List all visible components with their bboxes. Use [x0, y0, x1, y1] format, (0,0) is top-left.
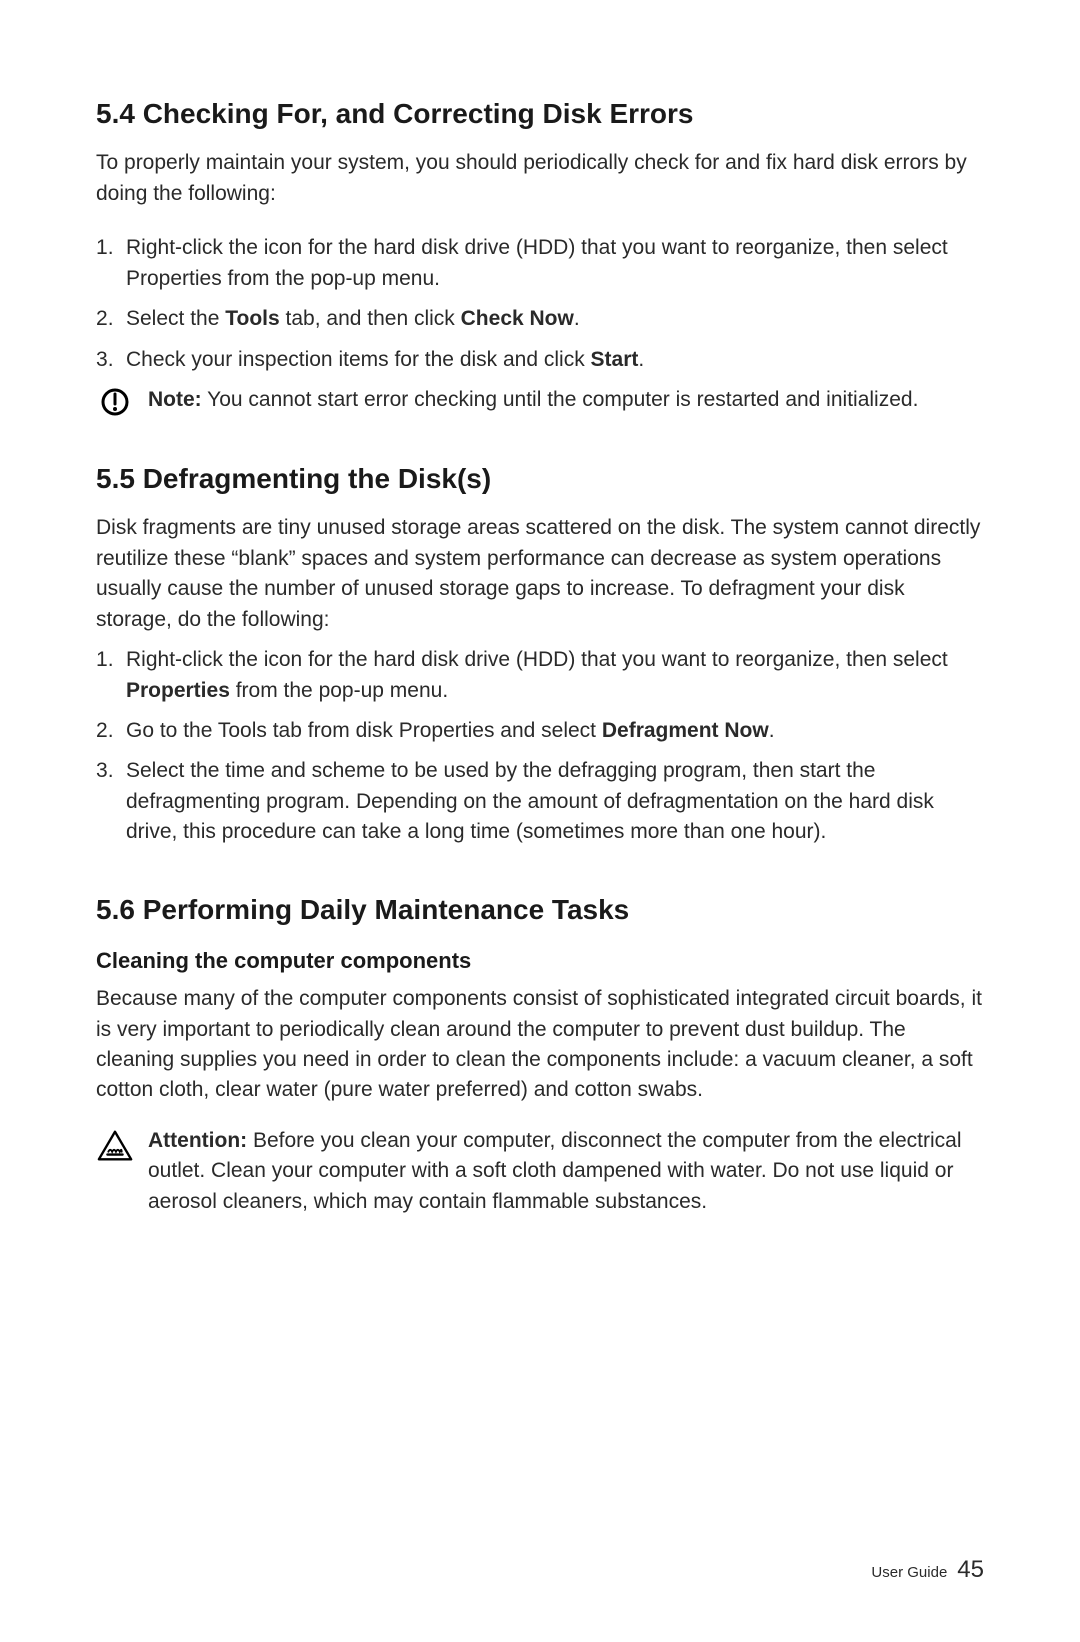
note-body: You cannot start error checking until th…: [202, 388, 919, 411]
attention-text: Attention: Before you clean your compute…: [148, 1126, 984, 1217]
list-item: Right-click the icon for the hard disk d…: [96, 233, 984, 294]
list-item: Check your inspection items for the disk…: [96, 345, 984, 375]
step-text: .: [638, 348, 644, 371]
section-subheading: Cleaning the computer components: [96, 948, 984, 974]
note-label: Note:: [148, 388, 202, 411]
step-text: Go to the Tools tab from disk Properties…: [126, 719, 602, 742]
attention-label: Attention:: [148, 1129, 247, 1152]
footer-label: User Guide: [871, 1564, 947, 1581]
note-icon: [96, 385, 134, 417]
step-text: .: [769, 719, 775, 742]
step-text: Right-click the icon for the hard disk d…: [126, 236, 948, 289]
step-text: Select the: [126, 307, 225, 330]
section-5-5: 5.5 Defragmenting the Disk(s) Disk fragm…: [96, 461, 984, 848]
step-bold: Properties: [126, 679, 230, 702]
attention-icon: [96, 1126, 134, 1164]
section-heading: 5.4 Checking For, and Correcting Disk Er…: [96, 96, 984, 132]
attention-body: Before you clean your computer, disconne…: [148, 1129, 962, 1213]
step-text: from the pop-up menu.: [230, 679, 448, 702]
section-intro: To properly maintain your system, you sh…: [96, 148, 984, 209]
section-heading: 5.6 Performing Daily Maintenance Tasks: [96, 892, 984, 928]
list-item: Go to the Tools tab from disk Properties…: [96, 716, 984, 746]
page-number: 45: [957, 1556, 984, 1584]
list-item: Select the Tools tab, and then click Che…: [96, 304, 984, 334]
step-text: Check your inspection items for the disk…: [126, 348, 591, 371]
step-text: tab, and then click: [280, 307, 461, 330]
section-intro: Disk fragments are tiny unused storage a…: [96, 513, 984, 635]
step-text: Select the time and scheme to be used by…: [126, 759, 934, 843]
section-heading: 5.5 Defragmenting the Disk(s): [96, 461, 984, 497]
step-bold: Tools: [225, 307, 279, 330]
section-paragraph: Because many of the computer components …: [96, 984, 984, 1106]
step-text: .: [574, 307, 580, 330]
note-text: Note: You cannot start error checking un…: [148, 385, 984, 415]
list-item: Select the time and scheme to be used by…: [96, 756, 984, 847]
step-bold: Defragment Now: [602, 719, 769, 742]
steps-list: Right-click the icon for the hard disk d…: [96, 645, 984, 848]
attention-callout: Attention: Before you clean your compute…: [96, 1126, 984, 1217]
note-callout: Note: You cannot start error checking un…: [96, 385, 984, 417]
section-5-6: 5.6 Performing Daily Maintenance Tasks C…: [96, 892, 984, 1217]
step-bold: Check Now: [461, 307, 574, 330]
page-footer: User Guide 45: [871, 1556, 984, 1584]
step-bold: Start: [591, 348, 639, 371]
step-text: Right-click the icon for the hard disk d…: [126, 648, 948, 671]
steps-list: Right-click the icon for the hard disk d…: [96, 233, 984, 375]
list-item: Right-click the icon for the hard disk d…: [96, 645, 984, 706]
section-5-4: 5.4 Checking For, and Correcting Disk Er…: [96, 96, 984, 417]
